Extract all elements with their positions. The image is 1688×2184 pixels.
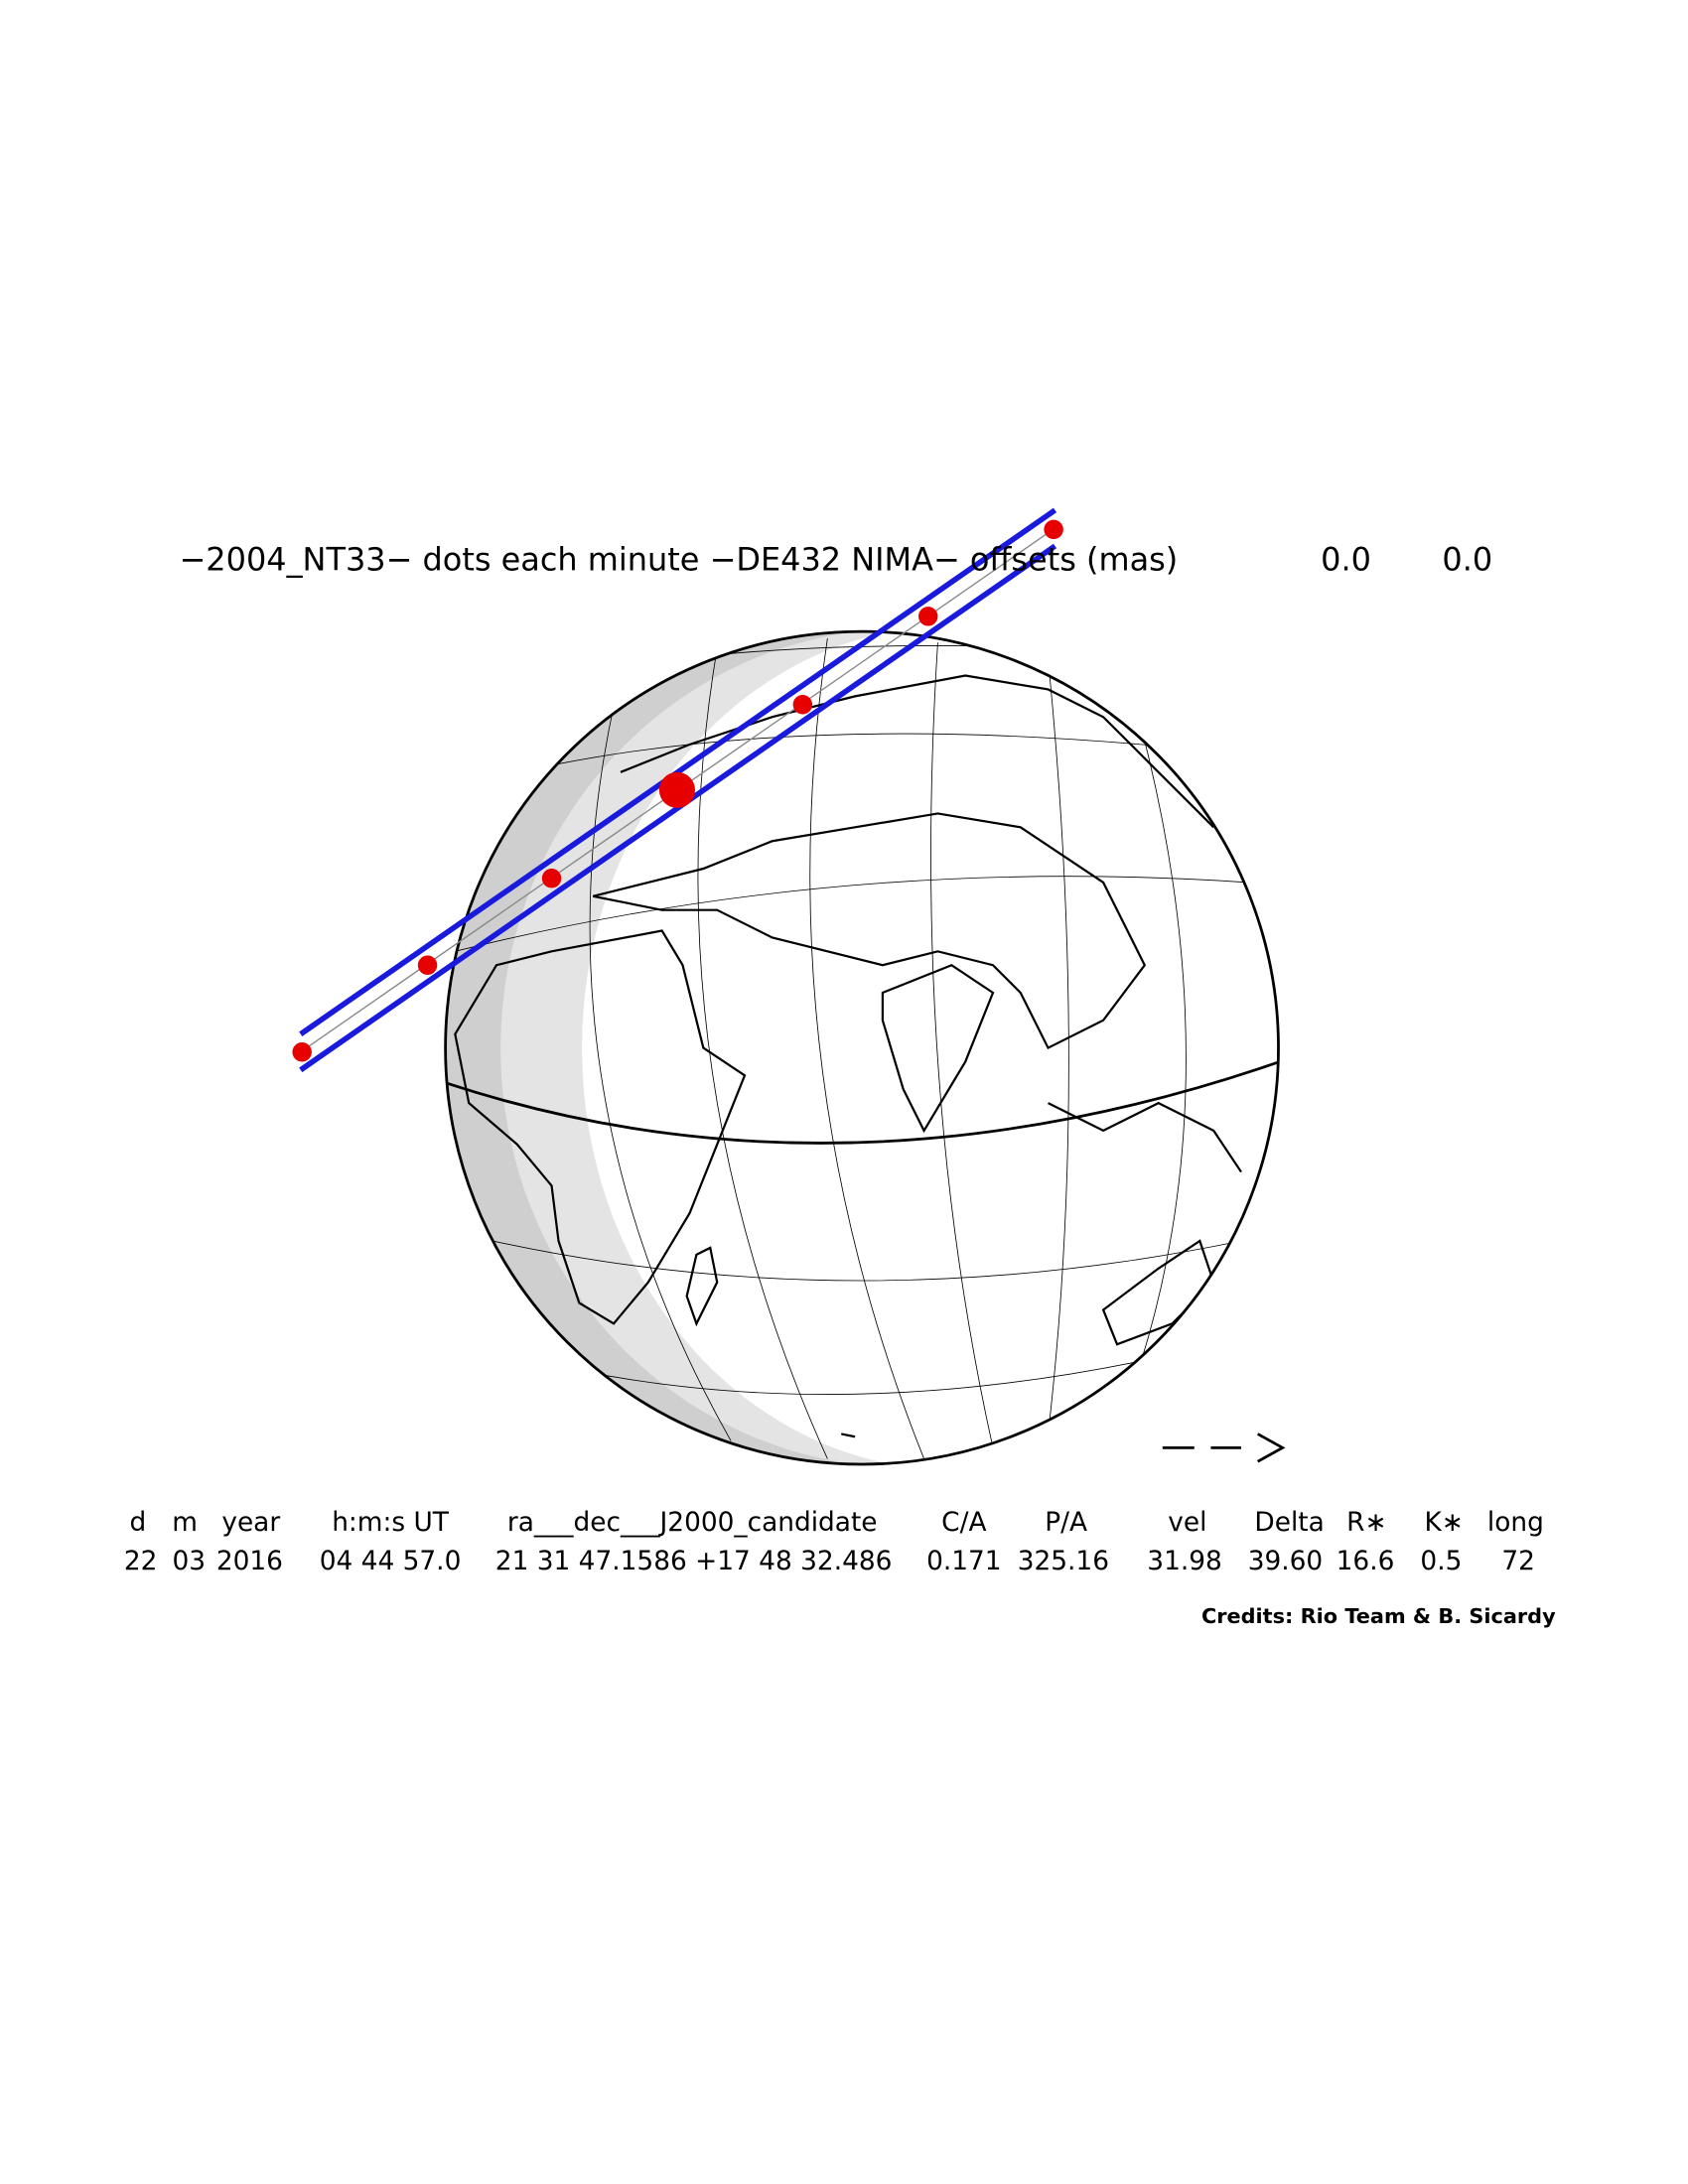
offset: 0.0 <box>1321 540 1371 578</box>
central-dot <box>658 771 696 808</box>
minute-dot <box>792 695 813 715</box>
table-value: 325.16 <box>1018 1547 1109 1576</box>
table-value: 16.6 <box>1336 1547 1395 1576</box>
minute-dot <box>417 955 438 975</box>
shadow-path <box>292 507 1063 1073</box>
table-value: 22 <box>124 1547 158 1576</box>
table-header: vel <box>1168 1508 1206 1538</box>
table-value: 0.171 <box>926 1547 1002 1576</box>
table-header: d <box>130 1508 147 1538</box>
offset: 0.0 <box>1442 540 1492 578</box>
table-value: 72 <box>1501 1547 1535 1576</box>
table-header: C/A <box>941 1508 986 1538</box>
table-value: 21 31 47.1586 +17 48 32.486 <box>495 1547 893 1576</box>
table-value: 2016 <box>216 1547 283 1576</box>
table-header: year <box>221 1508 280 1538</box>
title: −2004_NT33− dots each minute −DE432 NIMA… <box>180 540 1179 578</box>
scene: −2004_NT33− dots each minute −DE432 NIMA… <box>124 507 1556 1628</box>
direction-arrow <box>1162 1433 1286 1463</box>
minute-dot <box>1044 519 1063 540</box>
equator <box>445 1060 1279 1145</box>
minute-dot <box>292 1042 312 1062</box>
path-limit-south <box>299 543 1057 1073</box>
graticule <box>455 638 1248 1459</box>
table-value: 0.5 <box>1420 1547 1462 1576</box>
minute-dot <box>541 869 562 888</box>
table-header: long <box>1487 1508 1544 1538</box>
table-header: R∗ <box>1346 1508 1386 1538</box>
table-value: 03 <box>172 1547 206 1576</box>
table-value: 31.98 <box>1147 1547 1222 1576</box>
table-header: h:m:s UT <box>332 1508 450 1538</box>
path-limit-north <box>299 507 1057 1036</box>
table-header: K∗ <box>1424 1508 1463 1538</box>
table-value: 04 44 57.0 <box>320 1547 462 1576</box>
globe <box>445 631 1279 1465</box>
table-header: ra___dec___J2000_candidate <box>507 1508 878 1538</box>
globe-limb <box>444 629 1280 1466</box>
table-header: P/A <box>1045 1508 1087 1538</box>
table-header: m <box>172 1508 198 1538</box>
table-header: Delta <box>1254 1508 1324 1538</box>
credits: Credits: Rio Team & B. Sicardy <box>1201 1604 1556 1628</box>
table-value: 39.60 <box>1248 1547 1324 1576</box>
minute-dot <box>918 607 938 626</box>
